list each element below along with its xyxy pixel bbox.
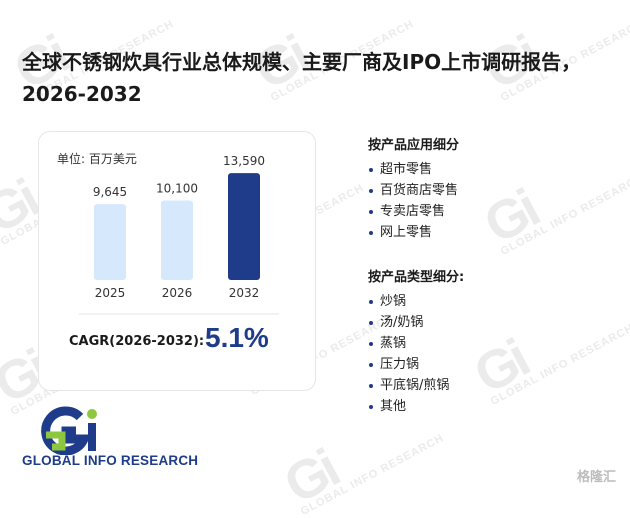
list-item: 专卖店零售 bbox=[368, 201, 459, 222]
list-item: 压力锅 bbox=[368, 354, 464, 375]
value-label-2026: 10,100 bbox=[156, 182, 198, 196]
list-item: 蒸锅 bbox=[368, 333, 464, 354]
value-label-2025: 9,645 bbox=[93, 185, 127, 199]
list-item: 超市零售 bbox=[368, 159, 459, 180]
type-segments: 按产品类型细分: 炒锅 汤/奶锅 蒸锅 压力锅 平底锅/煎锅 其他 bbox=[368, 266, 464, 417]
list-item: 其他 bbox=[368, 396, 464, 417]
application-segments: 按产品应用细分 超市零售 百货商店零售 专卖店零售 网上零售 bbox=[368, 134, 459, 243]
unit-label: 单位: 百万美元 bbox=[57, 152, 137, 166]
logo-text: GLOBAL INFO RESEARCH bbox=[22, 453, 199, 468]
list-item: 汤/奶锅 bbox=[368, 312, 464, 333]
bar-chart: 9,645 2025 10,100 2026 13,590 2032 bbox=[79, 154, 279, 315]
list-item: 平底锅/煎锅 bbox=[368, 375, 464, 396]
gi-logo-icon bbox=[41, 406, 97, 456]
company-logo: GLOBAL INFO RESEARCH bbox=[22, 405, 212, 475]
list-item: 百货商店零售 bbox=[368, 180, 459, 201]
cagr-label: CAGR(2026-2032): bbox=[69, 334, 205, 349]
category-label-2026: 2026 bbox=[162, 286, 193, 300]
bar-2032 bbox=[228, 173, 260, 280]
market-size-card: 单位: 百万美元 9,645 2025 10,100 2026 13,590 2032 C… bbox=[38, 131, 316, 391]
type-segments-title: 按产品类型细分: bbox=[368, 270, 465, 285]
bar-2026 bbox=[161, 200, 193, 280]
category-label-2032: 2032 bbox=[229, 286, 260, 300]
cagr-value: 5.1% bbox=[205, 322, 269, 353]
application-segments-title: 按产品应用细分 bbox=[368, 138, 460, 153]
bar-2025 bbox=[94, 204, 126, 280]
page-title: 全球不锈钢炊具行业总体规模、主要厂商及IPO上市调研报告，2026-2032 bbox=[22, 50, 582, 106]
list-item: 网上零售 bbox=[368, 222, 459, 243]
list-item: 炒锅 bbox=[368, 291, 464, 312]
value-label-2032: 13,590 bbox=[223, 154, 265, 168]
footer-watermark: 格隆汇 bbox=[576, 470, 616, 485]
category-label-2025: 2025 bbox=[95, 286, 126, 300]
